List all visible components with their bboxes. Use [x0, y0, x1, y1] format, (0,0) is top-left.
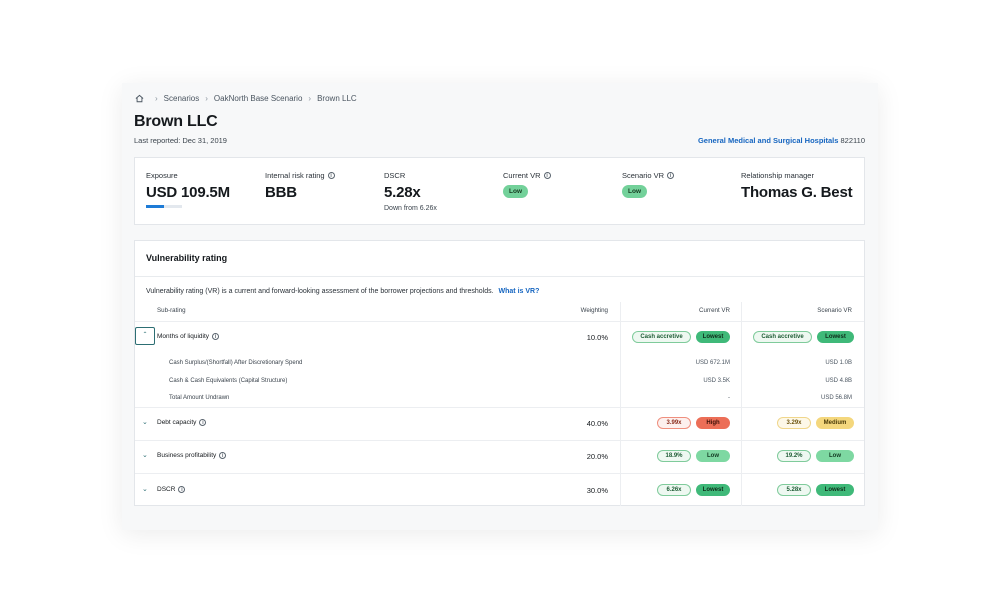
- app-frame: › Scenarios › OakNorth Base Scenario › B…: [122, 83, 878, 530]
- expand-toggle[interactable]: ⌄: [142, 486, 148, 493]
- header-weighting: Weighting: [580, 307, 608, 314]
- dscr-metric: DSCR 5.28x Down from 6.26x: [384, 171, 437, 212]
- internal-risk-metric: Internal risk rating i BBB: [265, 171, 335, 201]
- collapse-toggle[interactable]: ⌃: [135, 327, 155, 345]
- scenario-value-badge: Cash accretive: [753, 331, 812, 343]
- sub-row-scenario: USD 4.8B: [825, 378, 852, 384]
- rm-value: Thomas G. Best: [741, 184, 853, 201]
- sub-row-current: USD 672.1M: [695, 360, 730, 366]
- industry-link[interactable]: General Medical and Surgical Hospitals: [697, 136, 839, 145]
- sub-row-current: -: [728, 395, 730, 401]
- current-rating-badge: Lowest: [696, 484, 730, 496]
- scenario-vr-badge: Low: [622, 185, 647, 198]
- sub-row-label: Total Amount Undrawn: [169, 395, 230, 401]
- scenario-vr-label: Scenario VR: [622, 171, 665, 180]
- sub-row-scenario: USD 1.0B: [825, 360, 852, 366]
- vr-description: Vulnerability rating (VR) is a current a…: [146, 288, 540, 295]
- current-value-badge: 18.9%: [657, 450, 691, 462]
- info-icon[interactable]: i: [327, 172, 335, 179]
- current-vr-badge: Low: [503, 185, 528, 198]
- chevron-right-icon: ›: [308, 93, 312, 103]
- header-scenario-vr: Scenario VR: [817, 307, 852, 314]
- row-label: Business profitability i: [157, 452, 227, 459]
- current-rating-badge: Lowest: [696, 331, 730, 343]
- breadcrumb-scenarios[interactable]: Scenarios: [163, 93, 200, 103]
- current-value-badge: 3.99x: [657, 417, 691, 429]
- info-icon[interactable]: i: [667, 172, 675, 179]
- exposure-label: Exposure: [146, 171, 178, 180]
- current-vr-label: Current VR: [503, 171, 541, 180]
- info-icon[interactable]: i: [199, 419, 207, 426]
- chevron-right-icon: ›: [205, 93, 208, 103]
- sub-row-label: Cash & Cash Equivalents (Capital Structu…: [169, 378, 288, 384]
- sub-row-current: USD 3.5K: [703, 378, 730, 384]
- expand-toggle[interactable]: ⌄: [142, 419, 148, 426]
- chevron-right-icon: ›: [155, 93, 158, 103]
- exposure-bar: [146, 205, 182, 208]
- row-label: Months of liquidity i: [157, 333, 220, 340]
- current-value-badge: 6.26x: [657, 484, 691, 496]
- vulnerability-card: Vulnerability rating Vulnerability ratin…: [134, 240, 865, 506]
- info-icon[interactable]: i: [212, 333, 220, 340]
- scenario-value-badge: 19.2%: [777, 450, 811, 462]
- scenario-rating-badge: Low: [816, 450, 854, 462]
- sub-row-scenario: USD 56.8M: [820, 395, 852, 401]
- header-current-vr: Current VR: [699, 307, 730, 314]
- page-title: Brown LLC: [134, 113, 218, 130]
- rm-label: Relationship manager: [741, 171, 814, 180]
- last-reported: Last reported: Dec 31, 2019: [134, 136, 227, 145]
- info-icon[interactable]: i: [178, 486, 186, 493]
- relationship-manager-metric: Relationship manager Thomas G. Best: [741, 171, 853, 201]
- current-value-badge: Cash accretive: [632, 331, 691, 343]
- row-label: Debt capacity i: [157, 419, 207, 426]
- row-weight: 40.0%: [586, 419, 608, 428]
- exposure-bar-fill: [146, 205, 164, 208]
- scenario-vr-metric: Scenario VR i Low: [622, 171, 675, 198]
- info-icon[interactable]: i: [543, 172, 551, 179]
- current-vr-metric: Current VR i Low: [503, 171, 551, 198]
- internal-risk-value: BBB: [265, 184, 297, 201]
- breadcrumb: › Scenarios › OakNorth Base Scenario › B…: [135, 92, 357, 104]
- sub-row-label: Cash Surplus/(Shortfall) After Discretio…: [169, 360, 303, 366]
- row-weight: 10.0%: [586, 333, 608, 342]
- scenario-rating-badge: Lowest: [816, 484, 854, 496]
- industry: General Medical and Surgical Hospitals 8…: [698, 136, 865, 145]
- dscr-label: DSCR: [384, 171, 406, 180]
- vr-title: Vulnerability rating: [146, 253, 228, 263]
- row-weight: 30.0%: [586, 486, 608, 495]
- current-rating-badge: High: [696, 417, 730, 429]
- summary-card: Exposure USD 109.5M Internal risk rating…: [134, 157, 865, 225]
- industry-code: 822110: [840, 136, 865, 145]
- scenario-value-badge: 5.28x: [777, 484, 811, 496]
- scenario-value-badge: 3.29x: [777, 417, 811, 429]
- breadcrumb-scenario[interactable]: OakNorth Base Scenario: [213, 93, 303, 103]
- internal-risk-label: Internal risk rating: [265, 171, 325, 180]
- scenario-rating-badge: Lowest: [817, 331, 854, 343]
- header-sub-rating: Sub-rating: [157, 307, 186, 314]
- what-is-vr-link[interactable]: What is VR?: [498, 288, 540, 295]
- dscr-value: 5.28x: [384, 184, 421, 201]
- home-icon[interactable]: [135, 94, 144, 103]
- info-icon[interactable]: i: [219, 452, 227, 459]
- row-label: DSCR i: [157, 486, 186, 493]
- dscr-sub: Down from 6.26x: [384, 205, 437, 212]
- exposure-metric: Exposure USD 109.5M: [146, 171, 230, 208]
- row-weight: 20.0%: [586, 452, 608, 461]
- expand-toggle[interactable]: ⌄: [142, 452, 148, 459]
- exposure-value: USD 109.5M: [146, 184, 230, 201]
- breadcrumb-current: Brown LLC: [317, 93, 357, 103]
- scenario-rating-badge: Medium: [816, 417, 854, 429]
- current-rating-badge: Low: [696, 450, 730, 462]
